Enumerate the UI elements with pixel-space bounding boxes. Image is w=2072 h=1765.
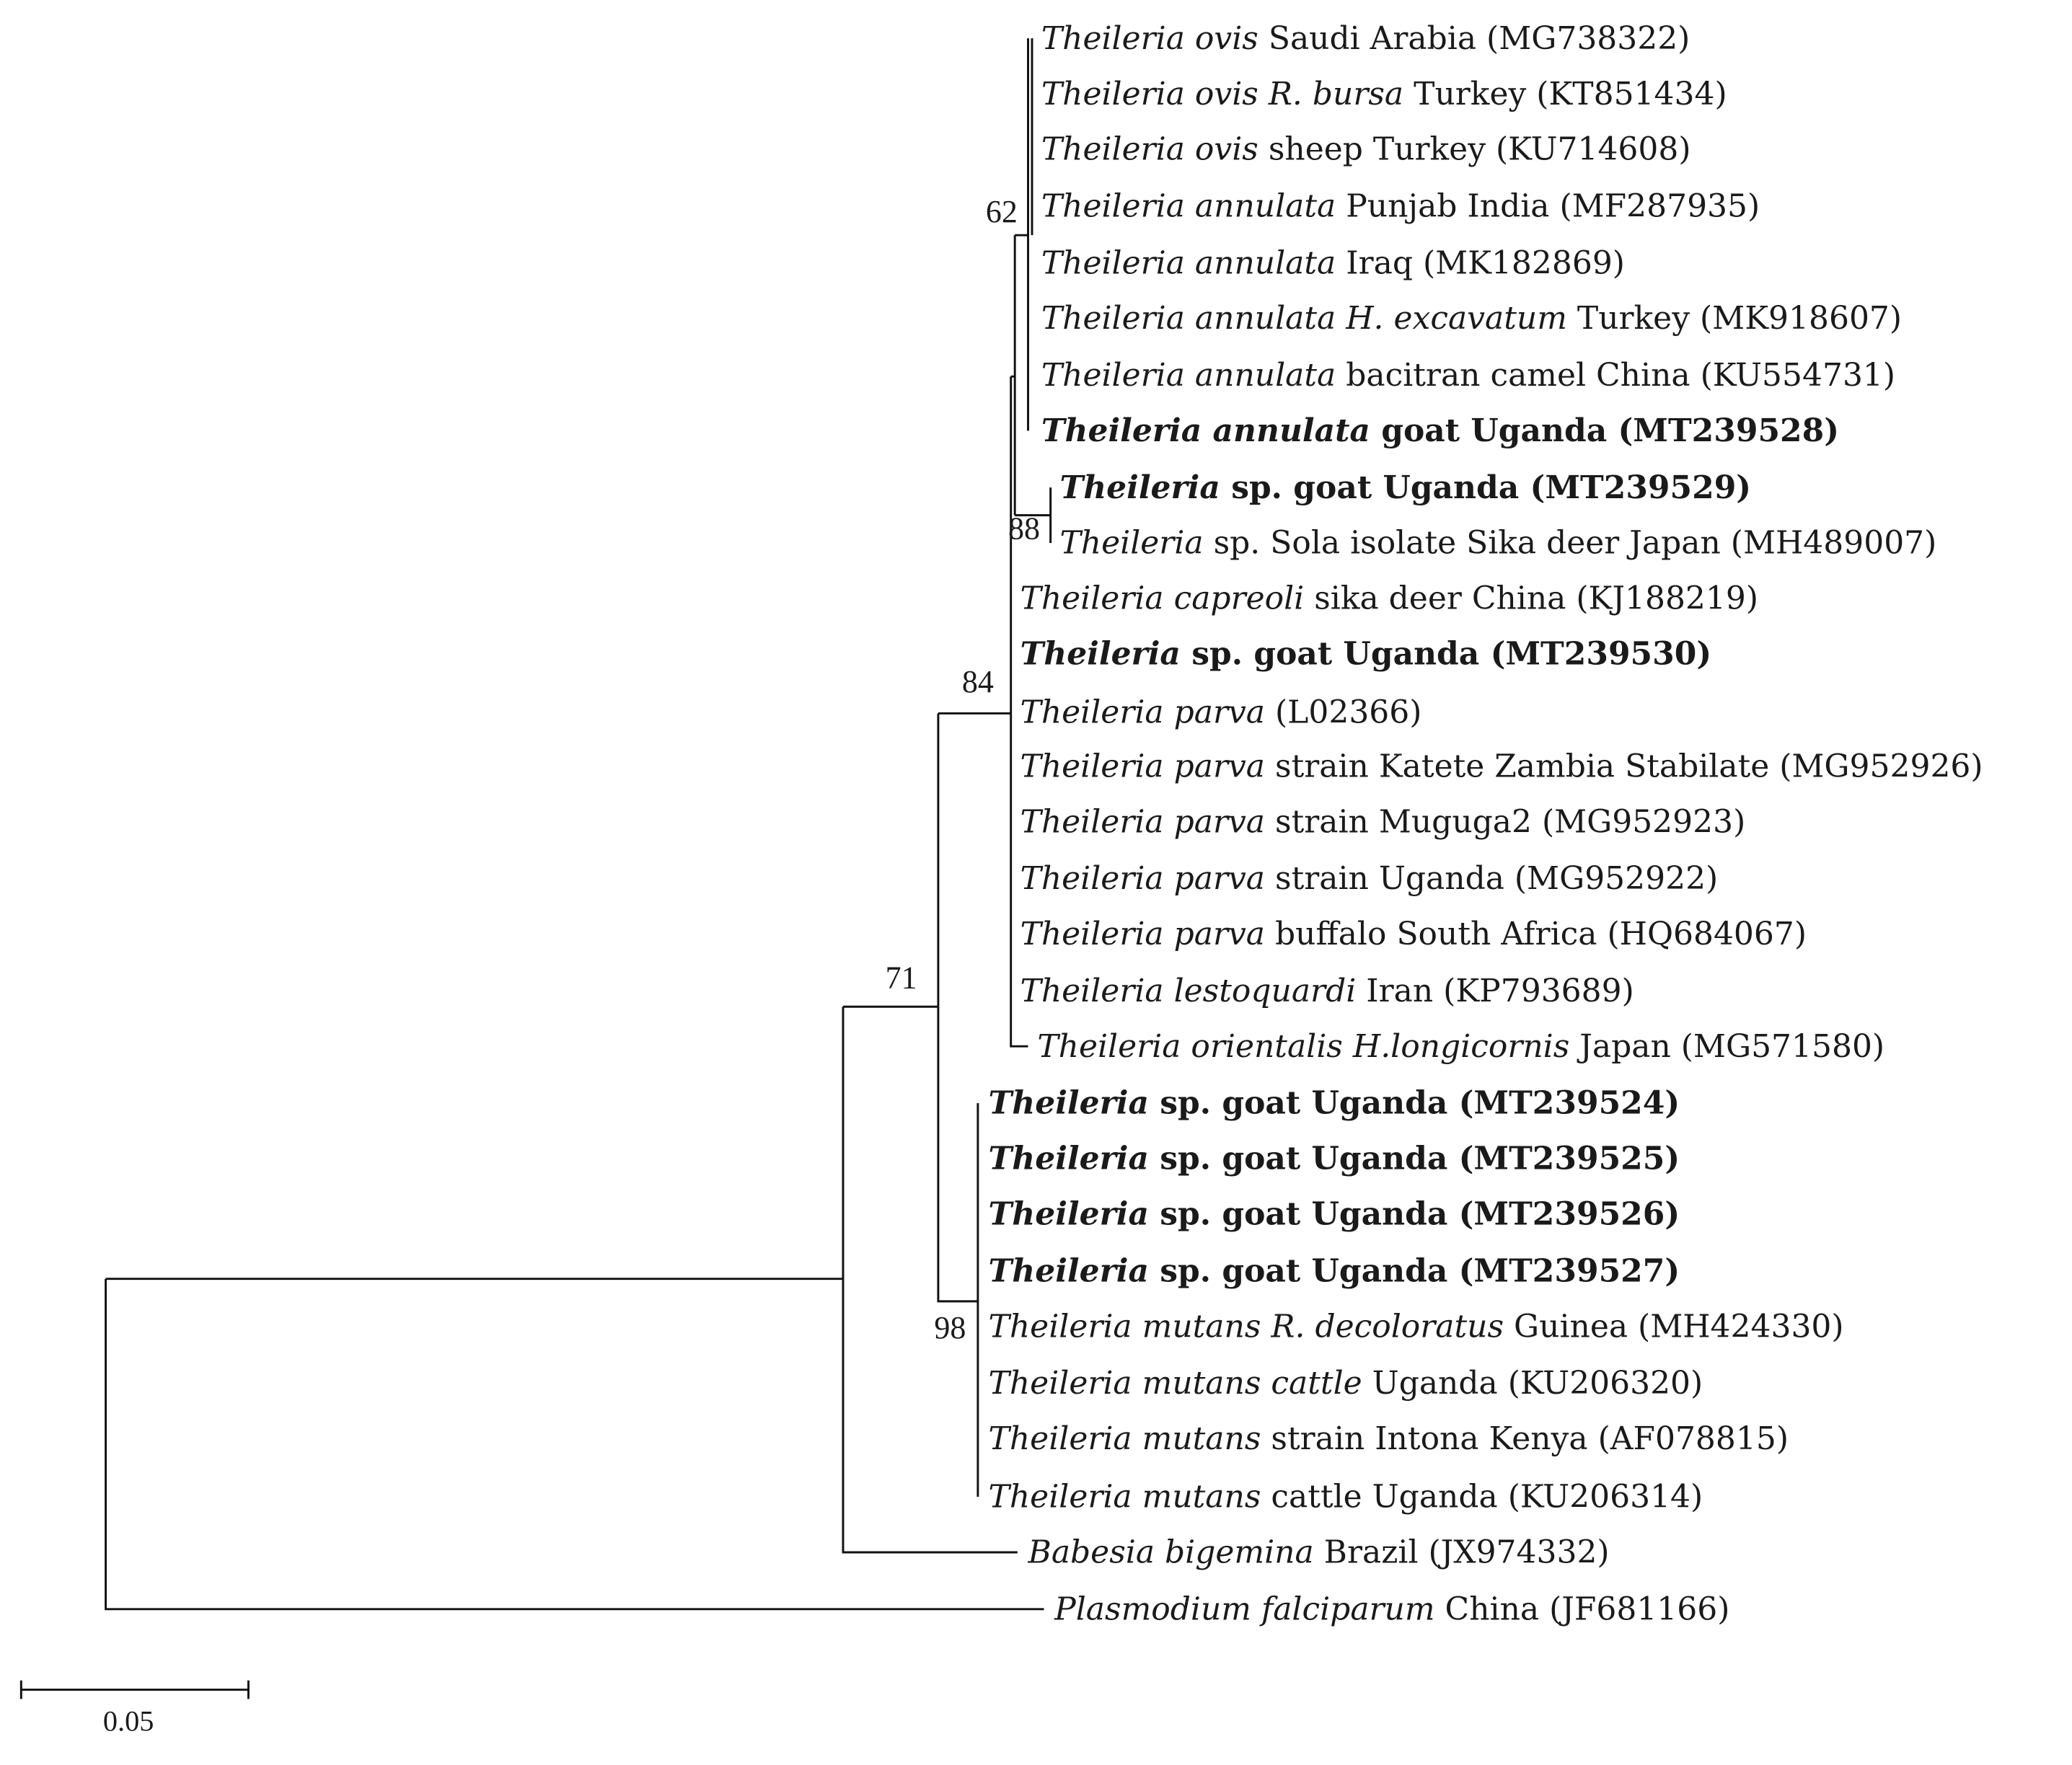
- taxon-label-highlighted: Theileria sp. goat Uganda (MT239527): [989, 1252, 1680, 1289]
- bootstrap-71: 71: [886, 960, 917, 996]
- taxon-label-highlighted: Theileria sp. goat Uganda (MT239525): [989, 1141, 1680, 1177]
- taxon-label: Theileria sp. Sola isolate Sika deer Jap…: [1059, 525, 1936, 562]
- taxon-label-highlighted: Theileria annulata goat Uganda (MT239528…: [1041, 412, 1839, 449]
- taxon-label: Theileria lestoquardi Iran (KP793689): [1020, 973, 1634, 1009]
- taxon-label-highlighted: Theileria sp. goat Uganda (MT239524): [989, 1085, 1680, 1122]
- scale-bar-label: 0.05: [103, 1704, 154, 1737]
- taxon-label: Theileria parva strain Muguga2 (MG952923…: [1020, 803, 1746, 840]
- taxon-label: Theileria annulata Punjab India (MF28793…: [1041, 188, 1760, 225]
- node-84-branch: [1010, 376, 1028, 1048]
- bootstrap-88: 88: [1008, 511, 1040, 547]
- taxon-label: Theileria orientalis H.longicornis Japan…: [1037, 1028, 1884, 1065]
- taxon-label: Theileria ovis Saudi Arabia (MG738322): [1041, 20, 1690, 57]
- bootstrap-values: 62 88 84 71 98: [886, 194, 1040, 1345]
- taxon-label: Theileria parva strain Uganda (MG952922): [1020, 860, 1719, 897]
- taxon-label-outgroup: Plasmodium falciparum China (JF681166): [1054, 1591, 1729, 1627]
- node-62-88-join: [1010, 235, 1016, 516]
- taxon-label: Theileria annulata H. excavatum Turkey (…: [1041, 300, 1902, 337]
- taxon-label: Theileria parva (L02366): [1020, 694, 1422, 730]
- taxon-label: Theileria annulata Iraq (MK182869): [1041, 244, 1625, 281]
- taxon-label: Theileria annulata bacitran camel China …: [1041, 357, 1895, 394]
- taxon-label-outgroup: Babesia bigemina Brazil (JX974332): [1028, 1534, 1610, 1571]
- bootstrap-62: 62: [986, 194, 1018, 229]
- taxon-label: Theileria ovis R. bursa Turkey (KT851434…: [1041, 76, 1727, 112]
- bootstrap-98: 98: [934, 1310, 966, 1345]
- taxon-label-highlighted: Theileria sp. goat Uganda (MT239526): [989, 1196, 1680, 1233]
- node-62-branch: [1015, 38, 1033, 431]
- scale-bar: [19, 1680, 250, 1699]
- ingroup-node-branch: [842, 1005, 1018, 1554]
- taxon-labels: Theileria ovis Saudi Arabia (MG738322) T…: [989, 20, 1983, 1628]
- taxon-label: Theileria parva buffalo South Africa (HQ…: [1020, 916, 1807, 952]
- taxon-label-highlighted: Theileria sp. goat Uganda (MT239529): [1059, 469, 1751, 506]
- taxon-label: Theileria mutans cattle Uganda (KU206320…: [989, 1365, 1703, 1402]
- taxon-label: Theileria capreoli sika deer China (KJ18…: [1020, 580, 1758, 617]
- taxon-label-highlighted: Theileria sp. goat Uganda (MT239530): [1020, 636, 1712, 673]
- node-88-branch: [1015, 487, 1052, 544]
- taxon-label: Theileria parva strain Katete Zambia Sta…: [1020, 748, 1983, 784]
- taxon-label: Theileria mutans strain Intona Kenya (AF…: [989, 1420, 1789, 1457]
- taxon-label: Theileria mutans cattle Uganda (KU206314…: [989, 1479, 1703, 1516]
- node-71-branch: [937, 712, 1011, 1303]
- taxon-label: Theileria ovis sheep Turkey (KU714608): [1041, 131, 1691, 168]
- taxon-label: Theileria mutans R. decoloratus Guinea (…: [989, 1308, 1844, 1345]
- bootstrap-84: 84: [962, 664, 994, 699]
- root-branch: [105, 1278, 1044, 1611]
- tree-branches: [19, 38, 1052, 1699]
